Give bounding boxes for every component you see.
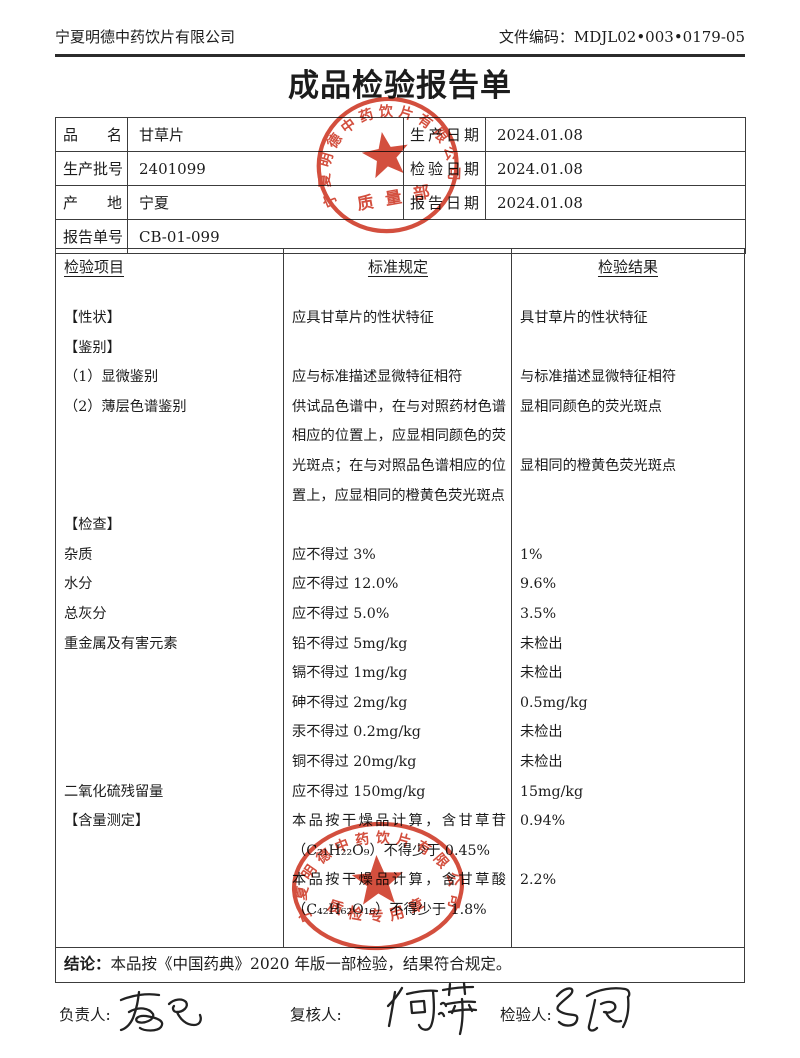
table-row: （2）薄层色谱鉴别 供试品色谱中，在与对照药材色谱相应的位置上，应显相同颜色的荧…: [56, 393, 744, 511]
cell-standard-spec: 镉不得过 1mg/kg: [292, 665, 408, 682]
cell-inspection-item: （1）显微鉴别: [64, 369, 159, 386]
batch-number-value: 2401099: [127, 151, 404, 186]
table-row: 杂质 应不得过 3% 1%: [56, 541, 744, 571]
table-row: 铜不得过 20mg/kg 未检出: [56, 748, 744, 778]
production-date-value: 2024.01.08: [485, 117, 746, 152]
report-date-value: 2024.01.08: [485, 185, 746, 220]
cell-inspection-result: 未检出: [520, 665, 563, 682]
cell-inspection-item: 【检查】: [64, 517, 121, 534]
cell-standard-spec: 应不得过 3%: [292, 546, 376, 563]
table-row: 品名 甘草片 生产日期 2024.01.08: [55, 117, 746, 152]
cell-inspection-item: 总灰分: [64, 605, 107, 622]
file-code-label: 文件编码：: [498, 28, 574, 46]
cell-inspection-item: 重金属及有害元素: [64, 635, 178, 652]
file-code: 文件编码：MDJL02•003•0179-05: [499, 26, 745, 47]
column-header-result: 检验结果: [597, 258, 658, 276]
conclusion-label: 结论：: [64, 954, 111, 973]
table-row: 【检查】: [56, 511, 744, 541]
cell-inspection-item: 【性状】: [64, 310, 121, 326]
cell-inspection-item: 杂质: [64, 546, 93, 563]
reviewer-label: 复核人:: [290, 1006, 342, 1024]
cell-inspection-result: 具甘草片的性状特征: [520, 310, 648, 326]
cell-inspection-result: 与标准描述显微特征相符: [520, 369, 677, 386]
table-row: 【含量测定】 本品按干燥品计算，含甘草苷（C₂₁H₂₂O₉）不得少于 0.45%…: [56, 807, 744, 866]
column-header-standard: 标准规定: [367, 258, 428, 276]
cell-inspection-item: 【含量测定】: [64, 813, 150, 830]
production-date-label: 生产日期: [403, 117, 486, 152]
conclusion-text: 本品按《中国药典》2020 年版一部检验，结果符合规定。: [110, 955, 512, 973]
table-row: 二氧化硫残留量 应不得过 150mg/kg 15mg/kg: [56, 778, 744, 808]
table-row: 产地 宁夏 报告日期 2024.01.08: [55, 185, 746, 220]
column-divider: [511, 249, 512, 947]
responsible-person-label: 负责人:: [59, 1006, 111, 1024]
file-code-value: MDJL02•003•0179-05: [573, 28, 745, 46]
cell-inspection-item: （2）薄层色谱鉴别: [64, 398, 187, 415]
cell-standard-spec: 应不得过 12.0%: [292, 576, 399, 593]
cell-standard-spec: 铅不得过 5mg/kg: [292, 635, 408, 652]
inspection-items-table: 检验项目 标准规定 检验结果 【性状】 应具甘草片的性状特征 具甘草片的性状特征…: [55, 248, 745, 948]
table-row: 本品按干燥品计算，含甘草酸（C₄₂H₆₂O₁₆）不得少于 1.8% 2.2%: [56, 866, 744, 925]
cell-standard-spec: 供试品色谱中，在与对照药材色谱相应的位置上，应显相同颜色的荧光斑点；在与对照品色…: [292, 398, 506, 504]
cell-inspection-item: 水分: [64, 576, 93, 593]
reviewer-signature: [386, 981, 478, 1036]
table-body: 【性状】 应具甘草片的性状特征 具甘草片的性状特征 【鉴别】 （1）显微鉴别 应…: [56, 304, 744, 925]
cell-inspection-result: 未检出: [520, 753, 563, 770]
table-row: 汞不得过 0.2mg/kg 未检出: [56, 718, 744, 748]
origin-value: 宁夏: [127, 185, 404, 220]
table-row: 生产批号 2401099 检验日期 2024.01.08: [55, 151, 746, 186]
product-name-label: 品名: [55, 117, 128, 152]
column-divider: [283, 249, 284, 947]
cell-standard-spec: 应不得过 150mg/kg: [292, 783, 426, 800]
cell-inspection-result: 1%: [520, 546, 543, 563]
cell-inspection-item: 【鉴别】: [64, 339, 121, 356]
cell-standard-spec: 汞不得过 0.2mg/kg: [292, 724, 421, 741]
company-name: 宁夏明德中药饮片有限公司: [55, 28, 236, 46]
cell-standard-spec: 应不得过 5.0%: [292, 605, 390, 622]
inspector-label: 检验人:: [500, 1006, 552, 1024]
cell-standard-spec: 应与标准描述显微特征相符: [292, 369, 463, 386]
cell-inspection-result: 3.5%: [520, 605, 557, 622]
cell-standard-spec: 应具甘草片的性状特征: [292, 310, 434, 326]
cell-inspection-item: 二氧化硫残留量: [64, 783, 164, 800]
cell-inspection-result: 2.2%: [520, 872, 557, 889]
cell-standard-spec: 本品按干燥品计算，含甘草酸（C₄₂H₆₂O₁₆）不得少于 1.8%: [292, 872, 506, 918]
batch-number-label: 生产批号: [55, 151, 128, 186]
cell-inspection-result: 显相同颜色的荧光斑点 显相同的橙黄色荧光斑点: [520, 398, 677, 474]
cell-inspection-result: 未检出: [520, 635, 563, 652]
product-info-table: 品名 甘草片 生产日期 2024.01.08 生产批号 2401099 检验日期…: [55, 117, 746, 254]
cell-inspection-result: 15mg/kg: [520, 783, 584, 800]
cell-standard-spec: 砷不得过 2mg/kg: [292, 694, 408, 711]
cell-inspection-result: 未检出: [520, 724, 563, 741]
cell-standard-spec: 铜不得过 20mg/kg: [292, 753, 417, 770]
inspector-signature: [555, 987, 631, 1032]
origin-label: 产地: [55, 185, 128, 220]
table-header-row: 检验项目 标准规定 检验结果: [56, 249, 744, 304]
conclusion-row: 结论：本品按《中国药典》2020 年版一部检验，结果符合规定。: [55, 948, 745, 983]
cell-inspection-result: 0.5mg/kg: [520, 694, 588, 711]
table-row: 水分 应不得过 12.0% 9.6%: [56, 570, 744, 600]
table-row: 砷不得过 2mg/kg 0.5mg/kg: [56, 689, 744, 719]
inspection-date-label: 检验日期: [403, 151, 486, 186]
report-date-label: 报告日期: [403, 185, 486, 220]
column-header-item: 检验项目: [64, 258, 125, 276]
product-name-value: 甘草片: [127, 117, 404, 152]
cell-standard-spec: 本品按干燥品计算，含甘草苷（C₂₁H₂₂O₉）不得少于 0.45%: [292, 813, 506, 859]
table-row: 镉不得过 1mg/kg 未检出: [56, 659, 744, 689]
table-row: 【性状】 应具甘草片的性状特征 具甘草片的性状特征: [56, 304, 744, 334]
header-divider-line: [55, 54, 745, 57]
cell-inspection-result: 9.6%: [520, 576, 557, 593]
table-row: （1）显微鉴别 应与标准描述显微特征相符 与标准描述显微特征相符: [56, 363, 744, 393]
responsible-person-signature: [119, 990, 202, 1032]
document-header: 宁夏明德中药饮片有限公司 文件编码：MDJL02•003•0179-05: [55, 26, 745, 47]
cell-inspection-result: 0.94%: [520, 813, 566, 830]
inspection-date-value: 2024.01.08: [485, 151, 746, 186]
signature-section: 负责人: 复核人: 检验人:: [55, 981, 745, 1052]
table-row: 重金属及有害元素 铅不得过 5mg/kg 未检出: [56, 630, 744, 660]
page-title: 成品检验报告单: [288, 68, 512, 104]
table-row: 总灰分 应不得过 5.0% 3.5%: [56, 600, 744, 630]
table-row: 【鉴别】: [56, 334, 744, 364]
